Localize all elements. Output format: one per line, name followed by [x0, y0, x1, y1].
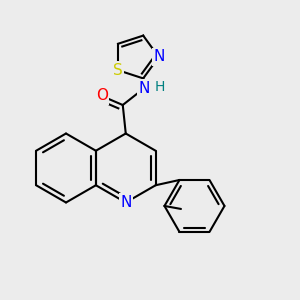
Text: H: H [155, 80, 165, 94]
Text: S: S [113, 63, 123, 78]
Text: N: N [138, 81, 149, 96]
Text: O: O [96, 88, 108, 104]
Text: N: N [153, 50, 164, 64]
Text: N: N [120, 195, 131, 210]
